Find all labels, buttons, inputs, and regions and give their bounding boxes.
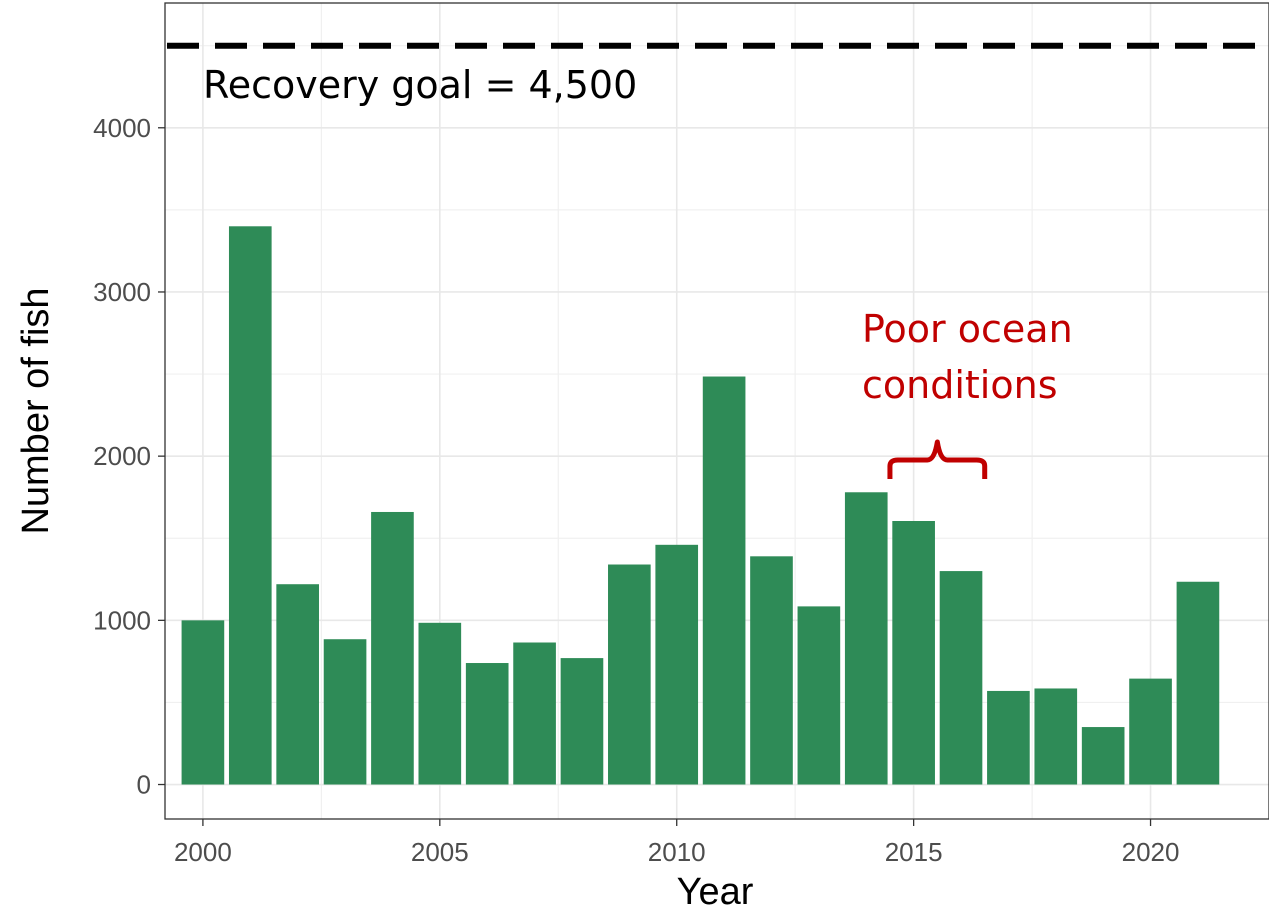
bar-2008 (560, 658, 604, 785)
y-tick-label: 4000 (93, 113, 151, 143)
bar-2020 (1129, 678, 1172, 785)
y-tick-label: 3000 (93, 277, 151, 307)
bar-2021 (1176, 581, 1220, 785)
bar-2006 (465, 663, 509, 785)
x-tick-label: 2005 (411, 837, 469, 867)
bar-2015 (892, 521, 935, 785)
bar-2016 (939, 571, 983, 785)
bar-2011 (702, 376, 746, 785)
y-tick-label: 2000 (93, 441, 151, 471)
bar-2013 (797, 606, 841, 785)
bar-2004 (371, 511, 414, 785)
grid-major-lines (165, 3, 1269, 819)
bar-2003 (323, 639, 367, 785)
y-tick-label: 0 (137, 770, 151, 800)
bar-2017 (987, 690, 1030, 785)
bar-2002 (276, 584, 319, 785)
x-tick-label: 2000 (174, 837, 232, 867)
bar-2009 (608, 564, 651, 785)
recovery-goal-label: Recovery goal = 4,500 (203, 63, 637, 107)
annotation-text: Poor ocean conditions (862, 307, 1085, 407)
x-axis: 2000 2005 2010 2015 2020 (174, 819, 1179, 867)
brace-annotation (887, 439, 988, 479)
bar-2005 (418, 622, 462, 785)
bar-2001 (228, 226, 272, 785)
annotation-line-1: Poor ocean (862, 307, 1073, 351)
x-tick-label: 2020 (1122, 837, 1180, 867)
x-axis-title: Year (677, 871, 754, 913)
x-tick-label: 2015 (885, 837, 943, 867)
x-tick-label: 2010 (648, 837, 706, 867)
bars (181, 226, 1220, 785)
bar-2012 (750, 556, 793, 785)
bar-2019 (1081, 727, 1125, 785)
y-axis: 0 1000 2000 3000 4000 (93, 113, 165, 800)
bar-2018 (1034, 688, 1078, 785)
bar-2014 (844, 492, 888, 785)
bar-2000 (181, 620, 225, 785)
annotation-line-2: conditions (862, 363, 1058, 407)
bar-2010 (655, 544, 699, 785)
y-axis-title: Number of fish (15, 287, 57, 534)
y-tick-label: 1000 (93, 605, 151, 635)
bar-2007 (513, 642, 556, 785)
brace-path (887, 439, 988, 479)
panel-border (164, 2, 1269, 820)
